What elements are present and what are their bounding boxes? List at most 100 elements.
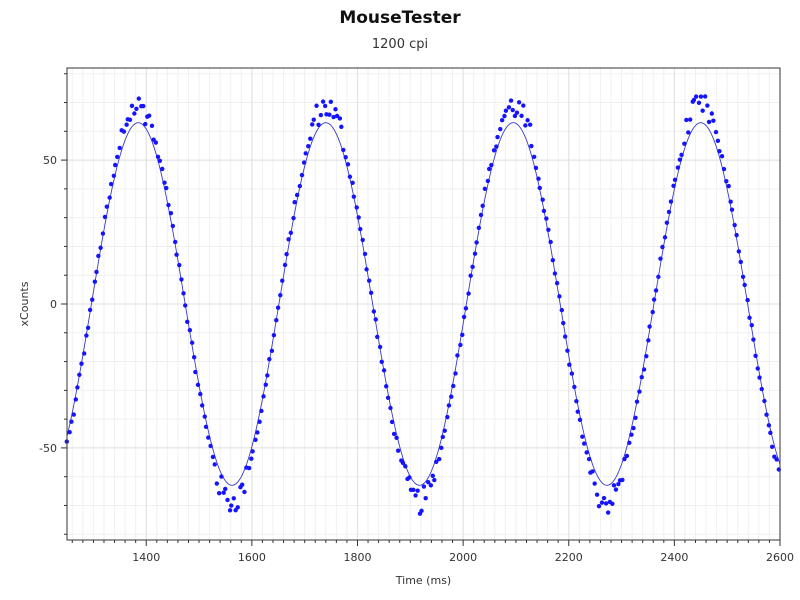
data-point xyxy=(541,208,547,214)
data-point xyxy=(567,362,572,367)
data-point xyxy=(601,495,607,501)
data-point xyxy=(179,277,184,282)
data-point xyxy=(594,492,600,497)
chart-subtitle: 1200 cpi xyxy=(371,37,429,52)
data-point xyxy=(79,361,84,366)
data-point xyxy=(616,481,621,487)
data-point xyxy=(572,384,577,390)
data-point xyxy=(117,145,122,151)
data-point xyxy=(531,154,537,160)
data-point xyxy=(288,230,294,236)
data-point xyxy=(580,434,585,439)
data-point xyxy=(267,356,272,362)
x-tick-label: 2200 xyxy=(555,551,583,564)
data-point xyxy=(309,122,315,127)
data-point xyxy=(102,214,108,220)
data-point xyxy=(634,399,640,404)
data-point xyxy=(400,460,406,466)
data-point xyxy=(356,215,361,220)
data-point xyxy=(540,197,545,202)
data-point xyxy=(206,435,211,440)
data-point xyxy=(100,231,106,236)
data-point xyxy=(253,437,258,442)
data-point xyxy=(132,111,137,116)
data-point xyxy=(419,508,424,513)
data-point xyxy=(682,141,687,146)
data-point xyxy=(523,123,528,128)
data-point xyxy=(255,430,260,435)
data-point xyxy=(562,334,568,339)
data-point xyxy=(764,412,769,417)
data-point xyxy=(354,205,359,210)
data-point xyxy=(495,134,500,140)
data-point xyxy=(508,98,514,103)
data-point xyxy=(82,351,87,356)
data-point xyxy=(624,453,630,459)
data-point xyxy=(550,258,556,263)
data-point xyxy=(525,118,530,123)
data-point xyxy=(713,129,719,135)
data-point xyxy=(762,398,767,404)
data-point xyxy=(284,251,289,257)
data-point xyxy=(341,147,346,153)
data-point xyxy=(709,111,715,116)
data-point xyxy=(181,291,186,296)
data-point xyxy=(223,486,228,492)
data-point xyxy=(639,374,644,380)
data-point xyxy=(294,192,300,198)
data-point xyxy=(521,103,526,108)
data-point xyxy=(742,282,747,288)
x-tick-label: 2600 xyxy=(766,551,794,564)
data-point xyxy=(394,435,399,441)
data-point xyxy=(502,113,507,119)
x-tick-label: 1800 xyxy=(343,551,371,564)
data-point xyxy=(170,223,176,229)
data-point xyxy=(658,256,663,261)
data-point xyxy=(187,327,193,333)
data-point xyxy=(664,220,670,225)
data-point xyxy=(368,290,374,295)
data-point xyxy=(610,501,615,506)
data-point xyxy=(569,371,575,376)
data-point xyxy=(193,369,198,375)
data-point xyxy=(71,412,76,417)
data-point xyxy=(698,94,704,99)
data-point xyxy=(633,415,638,421)
data-point xyxy=(460,332,465,338)
data-point xyxy=(603,501,609,506)
data-point xyxy=(759,386,764,392)
data-point xyxy=(291,215,296,221)
data-point xyxy=(474,240,479,245)
data-point xyxy=(749,322,754,328)
data-point xyxy=(84,333,89,338)
data-point xyxy=(129,103,135,109)
data-point xyxy=(227,508,233,513)
data-point xyxy=(208,443,213,449)
data-point xyxy=(377,344,383,350)
data-point xyxy=(337,116,343,121)
data-point xyxy=(373,317,378,322)
data-point xyxy=(183,303,188,308)
data-point xyxy=(740,274,746,279)
data-point xyxy=(246,465,252,471)
data-point xyxy=(146,113,152,118)
data-point xyxy=(297,183,303,189)
data-point xyxy=(641,367,647,372)
data-point xyxy=(278,293,283,298)
data-point xyxy=(191,355,197,360)
data-point xyxy=(168,210,174,216)
data-point xyxy=(333,107,338,112)
data-point xyxy=(705,103,710,108)
data-point xyxy=(510,107,515,113)
data-point xyxy=(141,103,146,109)
data-point xyxy=(379,359,384,364)
data-point xyxy=(753,353,758,358)
data-point xyxy=(646,338,651,343)
data-point xyxy=(629,432,634,437)
data-point xyxy=(308,136,313,141)
data-point xyxy=(143,121,148,127)
data-point xyxy=(726,183,731,189)
data-point xyxy=(366,278,372,283)
data-point xyxy=(153,140,159,145)
